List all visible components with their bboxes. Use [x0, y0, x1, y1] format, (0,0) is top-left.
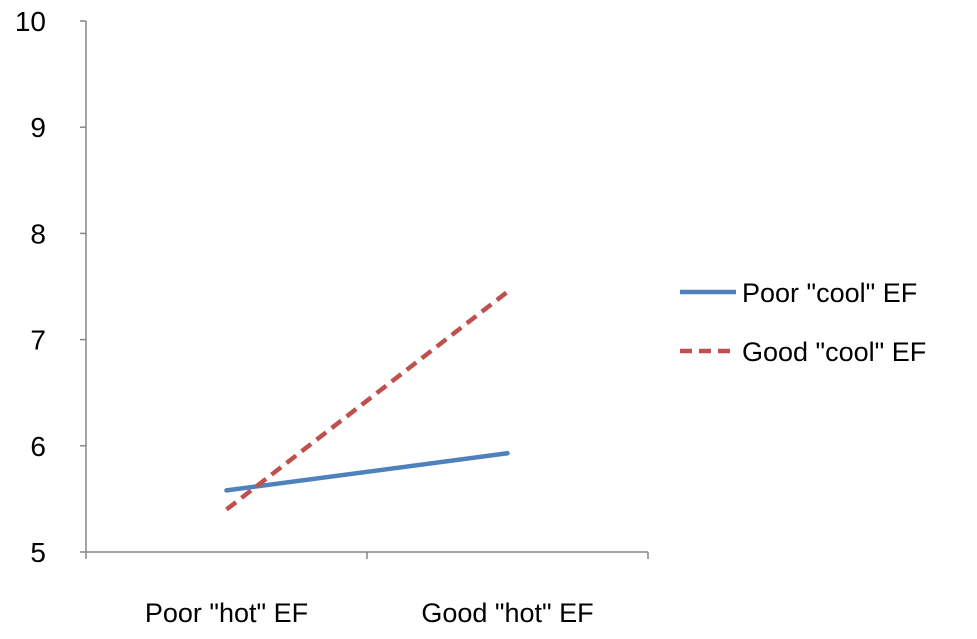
series-line-1: [224, 450, 510, 493]
series-line-2: [225, 290, 509, 512]
series-lines: [224, 290, 510, 512]
y-tick-label: 5: [30, 537, 46, 568]
x-tick-label: Poor "hot" EF: [145, 598, 308, 628]
axis-ticks: 5 6 7 8 9 10 Poor "hot" EF Good "hot" EF: [15, 6, 649, 628]
y-tick-label: 8: [30, 218, 46, 249]
y-tick-label: 9: [30, 112, 46, 143]
x-tick-label: Good "hot" EF: [421, 598, 593, 628]
legend-label-2: Good "cool" EF: [742, 337, 926, 367]
legend-label-1: Poor "cool" EF: [742, 278, 917, 308]
y-tick-label: 7: [30, 325, 46, 356]
legend: Poor "cool" EF Good "cool" EF: [680, 278, 926, 367]
y-tick-label: 6: [30, 431, 46, 462]
y-tick-label: 10: [15, 6, 46, 37]
